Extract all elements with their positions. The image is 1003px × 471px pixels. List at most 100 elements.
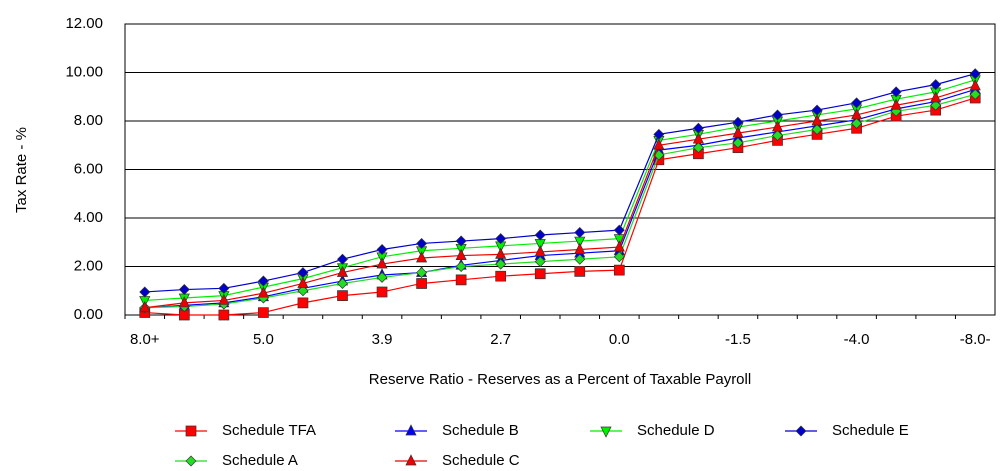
data-point xyxy=(455,261,467,272)
data-point xyxy=(534,245,546,257)
data-point xyxy=(772,109,783,121)
x-tick-label: 5.0 xyxy=(253,331,274,348)
x-tick-label: 2.7 xyxy=(490,331,511,348)
data-point xyxy=(258,307,269,318)
data-point xyxy=(416,278,427,289)
data-point xyxy=(692,142,704,154)
data-point xyxy=(495,247,507,259)
data-point xyxy=(376,286,388,298)
x-tick-label: -1.5 xyxy=(725,331,751,348)
x-axis-label: Reserve Ratio - Reserves as a Percent of… xyxy=(369,371,751,388)
data-point xyxy=(455,274,467,286)
data-point xyxy=(376,271,388,283)
data-point xyxy=(297,276,309,288)
x-tick-label: -8.0- xyxy=(960,331,991,348)
data-point xyxy=(534,256,546,268)
data-point xyxy=(139,300,151,313)
data-point xyxy=(969,88,981,100)
data-point xyxy=(376,244,388,256)
y-tick-label: 2.00 xyxy=(74,257,103,274)
series-line xyxy=(144,73,976,293)
data-point xyxy=(218,293,230,305)
data-point xyxy=(337,290,348,301)
data-point xyxy=(416,251,428,263)
data-point xyxy=(574,253,586,265)
series-line xyxy=(144,97,976,316)
data-point xyxy=(416,267,428,279)
y-tick-label: 4.00 xyxy=(74,209,103,226)
data-point xyxy=(337,253,348,265)
data-point xyxy=(455,248,467,260)
data-point xyxy=(613,224,625,236)
data-point xyxy=(613,240,625,252)
data-point xyxy=(613,264,625,276)
data-point xyxy=(574,227,586,239)
data-point xyxy=(772,130,783,142)
data-point xyxy=(534,229,546,241)
legend-marker xyxy=(405,454,417,466)
data-point xyxy=(337,277,348,289)
data-point xyxy=(732,137,744,149)
data-point xyxy=(297,285,309,297)
data-point xyxy=(495,258,507,270)
data-point xyxy=(969,79,981,91)
data-point xyxy=(930,79,942,91)
data-point xyxy=(257,286,269,298)
data-point xyxy=(574,242,586,254)
data-point xyxy=(851,108,863,120)
data-point xyxy=(139,286,151,298)
data-point xyxy=(178,296,190,308)
data-point xyxy=(613,251,625,263)
data-point xyxy=(653,138,665,150)
series-line xyxy=(144,93,976,309)
legend-label: Schedule TFA xyxy=(222,422,316,439)
data-point xyxy=(574,266,586,277)
data-point xyxy=(495,233,507,245)
legend-marker xyxy=(795,425,807,437)
data-point xyxy=(732,126,744,138)
data-point xyxy=(890,98,902,110)
x-tick-label: 8.0+ xyxy=(130,331,160,348)
data-point xyxy=(297,297,309,309)
y-axis-label: Tax Rate - % xyxy=(13,127,30,213)
data-point xyxy=(890,86,902,98)
data-point xyxy=(455,235,467,247)
legend-label: Schedule B xyxy=(442,422,519,439)
series-line xyxy=(144,79,976,302)
legend-label: Schedule A xyxy=(222,452,298,469)
data-point xyxy=(257,275,269,287)
data-point xyxy=(811,123,823,135)
data-point xyxy=(930,91,942,103)
data-point xyxy=(218,309,230,321)
x-tick-label: -4.0 xyxy=(844,331,870,348)
data-point xyxy=(218,282,230,294)
data-point xyxy=(851,97,863,109)
data-point xyxy=(969,68,981,80)
data-point xyxy=(336,265,349,277)
series-line xyxy=(144,88,976,309)
legend-label: Schedule C xyxy=(442,452,520,469)
x-tick-label: 0.0 xyxy=(609,331,630,348)
series-line xyxy=(144,85,976,309)
data-point xyxy=(534,268,546,280)
data-point xyxy=(930,99,942,111)
legend-label: Schedule E xyxy=(832,422,909,439)
legend-marker xyxy=(600,426,612,438)
data-point xyxy=(811,114,823,126)
data-point xyxy=(376,257,388,269)
y-tick-label: 12.00 xyxy=(65,15,103,32)
x-tick-label: 3.9 xyxy=(372,331,393,348)
y-tick-label: 10.00 xyxy=(65,63,103,80)
legend-label: Schedule D xyxy=(637,422,715,439)
y-tick-label: 8.00 xyxy=(74,112,103,129)
data-point xyxy=(178,284,190,296)
legend-marker xyxy=(185,425,197,437)
data-point xyxy=(851,117,863,129)
y-tick-label: 0.00 xyxy=(74,306,103,323)
data-point xyxy=(771,120,784,132)
legend-marker xyxy=(185,455,197,467)
y-tick-label: 6.00 xyxy=(74,160,103,177)
legend-marker xyxy=(405,424,417,436)
